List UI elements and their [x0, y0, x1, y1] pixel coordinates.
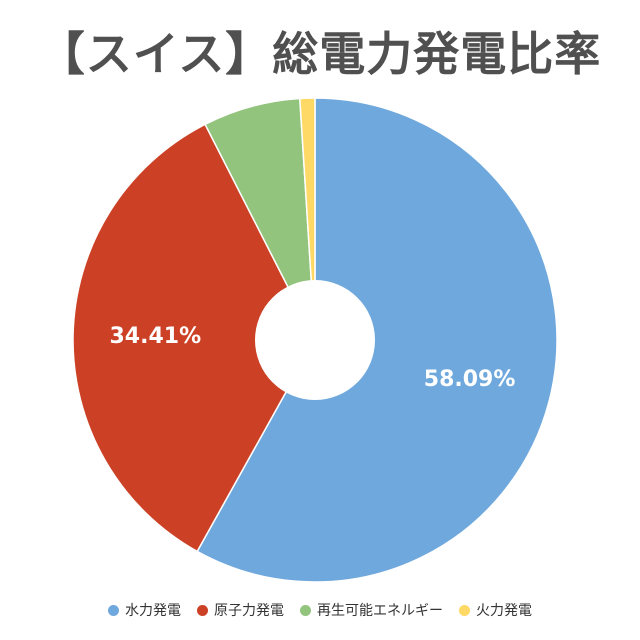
- legend-item-3: 火力発電: [459, 600, 532, 620]
- pie-slice-1: [72, 123, 316, 553]
- slice-label-0: 58.09%: [424, 367, 516, 392]
- legend-label-2: 再生可能エネルギー: [317, 603, 443, 619]
- legend-swatch-0: [108, 604, 119, 616]
- chart-legend: 水力発電 原子力発電 再生可能エネルギー 火力発電: [0, 600, 640, 620]
- pie-slice-3: [299, 97, 316, 341]
- legend-swatch-1: [197, 604, 208, 616]
- legend-item-1: 原子力発電: [197, 600, 284, 620]
- legend-label-1: 原子力発電: [214, 603, 284, 619]
- pie-slice-0: [196, 97, 558, 583]
- legend-swatch-3: [459, 604, 470, 616]
- legend-label-3: 火力発電: [476, 603, 532, 619]
- legend-item-0: 水力発電: [108, 600, 181, 620]
- legend-label-0: 水力発電: [125, 603, 181, 619]
- legend-swatch-2: [300, 604, 311, 616]
- chart-title: 【スイス】総電力発電比率: [38, 27, 602, 81]
- donut-hole: [255, 280, 375, 400]
- legend-item-2: 再生可能エネルギー: [300, 600, 443, 620]
- slice-label-1: 34.41%: [109, 324, 201, 349]
